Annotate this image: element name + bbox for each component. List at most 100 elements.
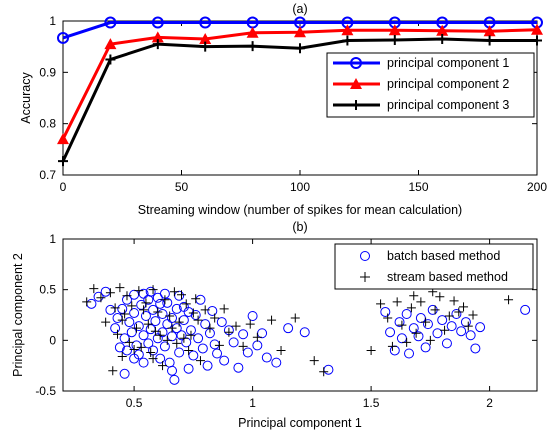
stream-point: [141, 298, 151, 308]
legend-label-stream: stream based method: [387, 270, 508, 284]
series-group-a: [57, 16, 543, 167]
batch-point: [261, 352, 272, 363]
batch-point: [138, 357, 149, 368]
stream-point: [127, 301, 137, 311]
batch-point: [197, 343, 208, 354]
batch-point: [207, 305, 218, 316]
batch-point: [475, 322, 486, 333]
batch-point: [219, 355, 230, 366]
batch-point: [456, 326, 467, 337]
batch-point: [176, 330, 187, 341]
batch-point: [242, 347, 253, 358]
data-point-pc3: [389, 34, 400, 45]
data-point-pc3: [200, 41, 211, 52]
stream-point: [117, 315, 127, 325]
y-axis-label-a: Accuracy: [19, 72, 33, 124]
data-point-pc1: [104, 16, 117, 29]
stream-point: [409, 291, 419, 301]
axis-ticks-b: 0.5 1 1.5 2 -0.5 0 0.5 1: [35, 232, 537, 410]
batch-point: [238, 329, 249, 340]
y-axis-label-b: Principal component 2: [11, 253, 25, 377]
stream-point: [454, 307, 464, 317]
stream-point: [117, 352, 127, 362]
legend-box-b: [334, 243, 534, 290]
batch-point: [162, 297, 173, 308]
stream-point: [191, 294, 201, 304]
stream-point: [165, 311, 175, 321]
legend-marker-batch: [360, 251, 370, 261]
batch-point: [247, 311, 258, 322]
stream-point: [113, 329, 123, 339]
batch-point: [394, 317, 405, 328]
stream-point: [136, 342, 146, 352]
series-group-b: [82, 283, 531, 385]
stream-point: [108, 366, 118, 376]
x-tick-label-a: 100: [290, 180, 310, 194]
batch-point: [233, 362, 244, 373]
x-axis-label-a: Streaming window (number of spikes for m…: [138, 203, 462, 217]
batch-point: [110, 323, 121, 334]
batch-point: [451, 308, 462, 319]
stream-point: [252, 332, 262, 342]
stream-point: [290, 313, 300, 323]
batch-point: [212, 348, 223, 359]
data-point-pc1: [199, 16, 212, 29]
stream-point: [376, 299, 386, 309]
stream-point: [463, 321, 473, 331]
stream-point: [179, 333, 189, 343]
stream-point: [169, 287, 179, 297]
data-point-pc3: [342, 35, 353, 46]
stream-point: [115, 283, 125, 293]
x-tick-label-a: 150: [408, 180, 428, 194]
batch-point: [470, 343, 481, 354]
stream-point: [205, 323, 215, 333]
stream-point: [174, 317, 184, 327]
stream-point: [162, 335, 172, 345]
stream-point: [172, 338, 182, 348]
batch-point: [202, 360, 213, 371]
x-tick-label-b: 1: [249, 396, 256, 410]
stream-point: [430, 305, 440, 315]
batch-point: [413, 331, 424, 342]
legend-label-batch: batch based method: [387, 249, 500, 263]
stream-point: [219, 304, 229, 314]
batch-point: [408, 323, 419, 334]
stream-point: [158, 361, 168, 371]
stream-point: [214, 340, 224, 350]
batch-point: [432, 328, 443, 339]
batch-point: [401, 308, 412, 319]
stream-point: [387, 341, 397, 351]
stream-point: [444, 311, 454, 321]
stream-point: [101, 317, 111, 327]
stream-point: [309, 356, 319, 366]
data-point-pc2: [436, 24, 449, 36]
stream-point: [188, 308, 198, 318]
batch-point: [124, 317, 135, 328]
stream-point: [238, 341, 248, 351]
batch-point: [174, 347, 185, 358]
stream-point: [406, 303, 416, 313]
legend-marker-pc2: [350, 78, 362, 89]
batch-point: [140, 311, 151, 322]
stream-point: [177, 290, 186, 300]
stream-point: [89, 284, 99, 294]
batch-point: [178, 301, 189, 312]
batch-point: [159, 341, 170, 352]
stream-point: [186, 330, 196, 340]
stream-point: [148, 285, 158, 295]
batch-point: [520, 304, 531, 315]
stream-point: [468, 310, 478, 320]
data-point-pc2: [57, 133, 69, 145]
batch-point: [119, 368, 130, 379]
batch-point: [167, 313, 178, 324]
batch-point: [420, 342, 431, 353]
data-point-pc3: [484, 35, 495, 46]
data-point-pc3: [295, 43, 305, 54]
data-point-pc2: [483, 25, 496, 37]
x-tick-label-a: 200: [527, 180, 547, 194]
batch-point: [465, 330, 476, 341]
legend-label-pc3: principal component 3: [387, 98, 509, 112]
y-tick-label-b: 0: [49, 333, 56, 347]
data-point-pc3: [532, 35, 542, 46]
stream-point: [383, 313, 393, 323]
